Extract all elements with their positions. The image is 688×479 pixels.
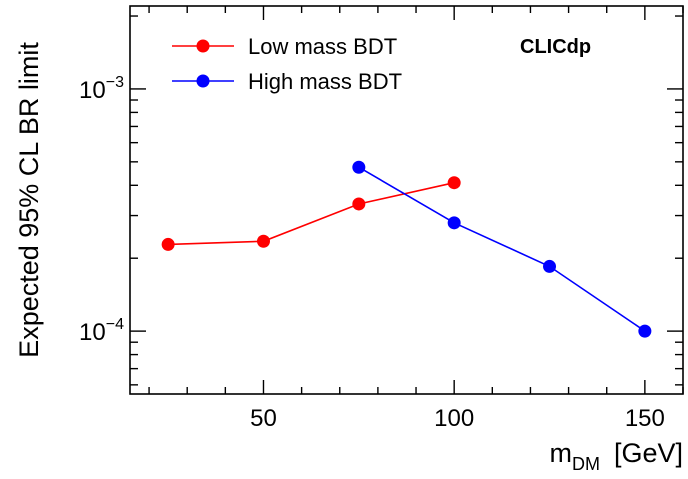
data-point-0-0 — [161, 237, 175, 251]
legend: Low mass BDT High mass BDT — [172, 34, 402, 94]
x-axis-title: mDM [GeV] — [549, 438, 683, 474]
x-axis-title-subscript: DM — [572, 454, 600, 474]
series-line-1 — [358, 166, 646, 332]
y-tick-label: 10−3 — [79, 74, 124, 104]
x-tick-label: 100 — [434, 405, 474, 432]
data-point-0-3 — [447, 176, 461, 190]
x-tick-label: 50 — [250, 405, 277, 432]
x-axis-title-main: m — [549, 438, 572, 468]
legend-label-low-mass: Low mass BDT — [248, 34, 397, 59]
clicdp-label: CLICdp — [520, 36, 591, 58]
legend-marker-high-mass — [196, 74, 210, 88]
data-point-1-3 — [638, 324, 652, 338]
x-axis-title-unit: [GeV] — [614, 438, 683, 468]
x-tick-labels: 50 100 150 — [250, 405, 665, 432]
y-axis-title: Expected 95% CL BR limit — [14, 42, 44, 358]
y-tick-labels: 10−3 10−4 — [79, 74, 124, 346]
data-point-0-1 — [256, 234, 270, 248]
legend-marker-low-mass — [196, 39, 210, 53]
y-tick-label: 10−4 — [79, 316, 124, 346]
series-layer — [161, 160, 652, 338]
legend-label-high-mass: High mass BDT — [248, 69, 402, 94]
plot-frame — [129, 5, 684, 395]
data-point-1-0 — [352, 160, 366, 174]
series-line-0 — [168, 181, 455, 246]
data-point-1-2 — [543, 259, 557, 273]
data-point-1-1 — [447, 216, 461, 230]
data-point-0-2 — [352, 197, 366, 211]
axis-ticks — [130, 6, 684, 394]
x-tick-label: 150 — [625, 405, 665, 432]
